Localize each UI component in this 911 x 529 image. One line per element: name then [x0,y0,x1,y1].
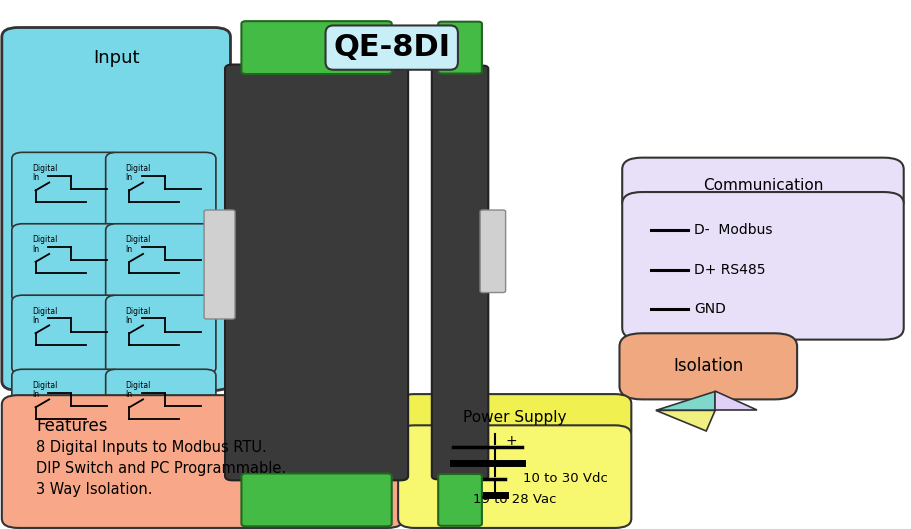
Text: In: In [126,390,133,399]
FancyBboxPatch shape [106,295,216,374]
Text: Digital: Digital [32,380,57,390]
Text: +: + [506,434,517,448]
FancyBboxPatch shape [12,152,122,231]
Text: In: In [32,390,39,399]
Text: 8 Digital Inputs to Modbus RTU.: 8 Digital Inputs to Modbus RTU. [36,440,267,454]
FancyBboxPatch shape [225,65,408,480]
Text: D+ RS485: D+ RS485 [694,263,765,277]
FancyBboxPatch shape [106,369,216,448]
FancyBboxPatch shape [619,333,797,399]
Text: In: In [32,173,39,183]
Text: 19 to 28 Vac: 19 to 28 Vac [473,494,557,506]
FancyBboxPatch shape [204,210,235,319]
Text: In: In [126,316,133,325]
Text: In: In [32,316,39,325]
FancyBboxPatch shape [398,425,631,528]
FancyBboxPatch shape [2,28,230,390]
FancyBboxPatch shape [480,210,506,293]
FancyBboxPatch shape [106,152,216,231]
FancyBboxPatch shape [12,369,122,448]
Text: In: In [126,244,133,254]
Text: 3 Way Isolation.: 3 Way Isolation. [36,482,153,497]
FancyBboxPatch shape [432,66,488,479]
Text: Digital: Digital [126,380,151,390]
Polygon shape [656,411,715,431]
Text: Isolation: Isolation [673,357,744,375]
Text: In: In [32,244,39,254]
Text: Digital: Digital [126,306,151,316]
Text: GND: GND [694,303,726,316]
FancyBboxPatch shape [241,21,392,74]
FancyBboxPatch shape [12,224,122,303]
Text: D-  Modbus: D- Modbus [694,223,773,237]
Text: Input: Input [93,49,139,67]
Text: Communication: Communication [703,178,824,193]
Text: 10 to 30 Vdc: 10 to 30 Vdc [523,472,608,485]
Text: Digital: Digital [126,163,151,173]
Text: Digital: Digital [126,235,151,244]
FancyBboxPatch shape [622,158,904,213]
Text: DIP Switch and PC Programmable.: DIP Switch and PC Programmable. [36,461,287,476]
Text: Power Supply: Power Supply [463,410,567,425]
FancyBboxPatch shape [106,224,216,303]
FancyBboxPatch shape [12,295,122,374]
FancyBboxPatch shape [438,474,482,526]
Text: Features: Features [36,417,107,435]
Text: In: In [126,173,133,183]
FancyBboxPatch shape [438,22,482,74]
Polygon shape [656,391,715,411]
FancyBboxPatch shape [622,192,904,340]
Text: Digital: Digital [32,306,57,316]
Text: Digital: Digital [32,163,57,173]
FancyBboxPatch shape [2,395,404,528]
Text: Digital: Digital [32,235,57,244]
Text: QE-8DI: QE-8DI [333,33,450,62]
FancyBboxPatch shape [398,394,631,441]
FancyBboxPatch shape [241,473,392,526]
Polygon shape [715,391,756,411]
